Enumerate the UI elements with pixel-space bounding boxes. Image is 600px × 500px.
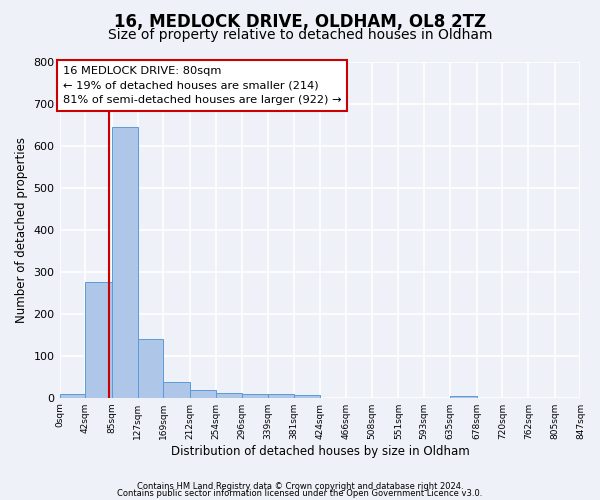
- Text: 16 MEDLOCK DRIVE: 80sqm
← 19% of detached houses are smaller (214)
81% of semi-d: 16 MEDLOCK DRIVE: 80sqm ← 19% of detache…: [62, 66, 341, 106]
- Text: Contains public sector information licensed under the Open Government Licence v3: Contains public sector information licen…: [118, 490, 482, 498]
- Bar: [59, 394, 85, 398]
- Bar: [190, 390, 216, 398]
- Bar: [450, 396, 476, 398]
- Bar: [216, 392, 242, 398]
- Bar: [163, 382, 190, 398]
- Bar: [137, 339, 163, 398]
- Text: Contains HM Land Registry data © Crown copyright and database right 2024.: Contains HM Land Registry data © Crown c…: [137, 482, 463, 491]
- Text: Size of property relative to detached houses in Oldham: Size of property relative to detached ho…: [108, 28, 492, 42]
- X-axis label: Distribution of detached houses by size in Oldham: Distribution of detached houses by size …: [170, 444, 469, 458]
- Bar: [294, 395, 320, 398]
- Bar: [85, 282, 112, 398]
- Text: 16, MEDLOCK DRIVE, OLDHAM, OL8 2TZ: 16, MEDLOCK DRIVE, OLDHAM, OL8 2TZ: [114, 12, 486, 30]
- Bar: [112, 126, 137, 398]
- Y-axis label: Number of detached properties: Number of detached properties: [15, 136, 28, 322]
- Bar: [242, 394, 268, 398]
- Bar: [268, 394, 294, 398]
